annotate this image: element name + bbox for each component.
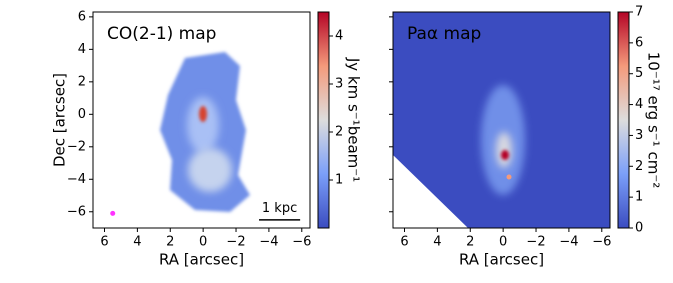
emission-core xyxy=(187,97,219,153)
colorbar-tick-label: 0 xyxy=(635,221,643,236)
colorbar-tick-label: 6 xyxy=(635,35,643,50)
image: 1 kpc xyxy=(93,12,310,228)
colorbar-tick-label: 1 xyxy=(635,190,643,205)
colorbar-label: Jy km s⁻¹beam⁻¹ xyxy=(345,57,363,182)
x-tick-label: −4 xyxy=(259,235,278,250)
x-tick-label: 6 xyxy=(100,235,108,250)
y-tick-label: −4 xyxy=(67,172,86,187)
colorbar-tick-label: 2 xyxy=(635,159,643,174)
colorbar-tick-label: 4 xyxy=(635,97,643,112)
y-tick-label: 4 xyxy=(78,42,86,57)
image xyxy=(393,12,610,228)
x-tick-label: 6 xyxy=(400,235,408,250)
colorbar xyxy=(317,11,330,229)
colorbar-tick-label: 4 xyxy=(335,29,343,44)
x-tick-label: 2 xyxy=(166,235,174,250)
chart-title: Paα map xyxy=(407,24,481,44)
colorbar-tick-label: 7 xyxy=(635,5,643,20)
x-tick-label: −2 xyxy=(526,235,545,250)
y-tick-label: −2 xyxy=(67,139,86,154)
masked-region xyxy=(393,155,468,228)
chart-title: CO(2-1) map xyxy=(107,24,216,44)
emission-core xyxy=(188,148,232,192)
x-tick-label: −6 xyxy=(292,235,311,250)
y-tick-label: −6 xyxy=(67,204,86,219)
colorbar-tick-label: 5 xyxy=(635,66,643,81)
x-tick-label: −6 xyxy=(592,235,611,250)
annotation: 1 kpc xyxy=(262,201,297,216)
x-tick-label: −4 xyxy=(559,235,578,250)
axes-frame xyxy=(392,11,611,229)
y-tick-label: 6 xyxy=(78,9,86,24)
y-tick-label: 2 xyxy=(78,74,86,89)
x-tick-label: 2 xyxy=(466,235,474,250)
x-axis-label: RA [arcsec] xyxy=(159,251,244,269)
y-tick-label: 0 xyxy=(78,107,86,122)
x-axis-label: RA [arcsec] xyxy=(459,251,544,269)
beam xyxy=(110,210,116,216)
x-tick-label: −2 xyxy=(226,235,245,250)
emission-knot xyxy=(506,174,512,180)
colorbar-tick-label: 1 xyxy=(335,173,343,188)
colorbar-tick-label: 2 xyxy=(335,125,343,140)
x-tick-label: 4 xyxy=(133,235,141,250)
colorbar-tick-label: 3 xyxy=(335,77,343,92)
y-axis-label: Dec [arcsec] xyxy=(51,73,69,167)
colorbar-label: 10⁻¹⁷ erg s⁻¹ cm⁻² xyxy=(645,52,663,189)
x-tick-label: 0 xyxy=(499,235,507,250)
emission-peak xyxy=(199,106,207,122)
x-tick-label: 0 xyxy=(199,235,207,250)
x-tick-label: 4 xyxy=(433,235,441,250)
emission-peak xyxy=(501,150,509,160)
emission-core xyxy=(496,132,512,168)
axes-frame xyxy=(92,11,311,229)
colorbar-tick-label: 3 xyxy=(635,128,643,143)
colorbar xyxy=(617,11,630,229)
